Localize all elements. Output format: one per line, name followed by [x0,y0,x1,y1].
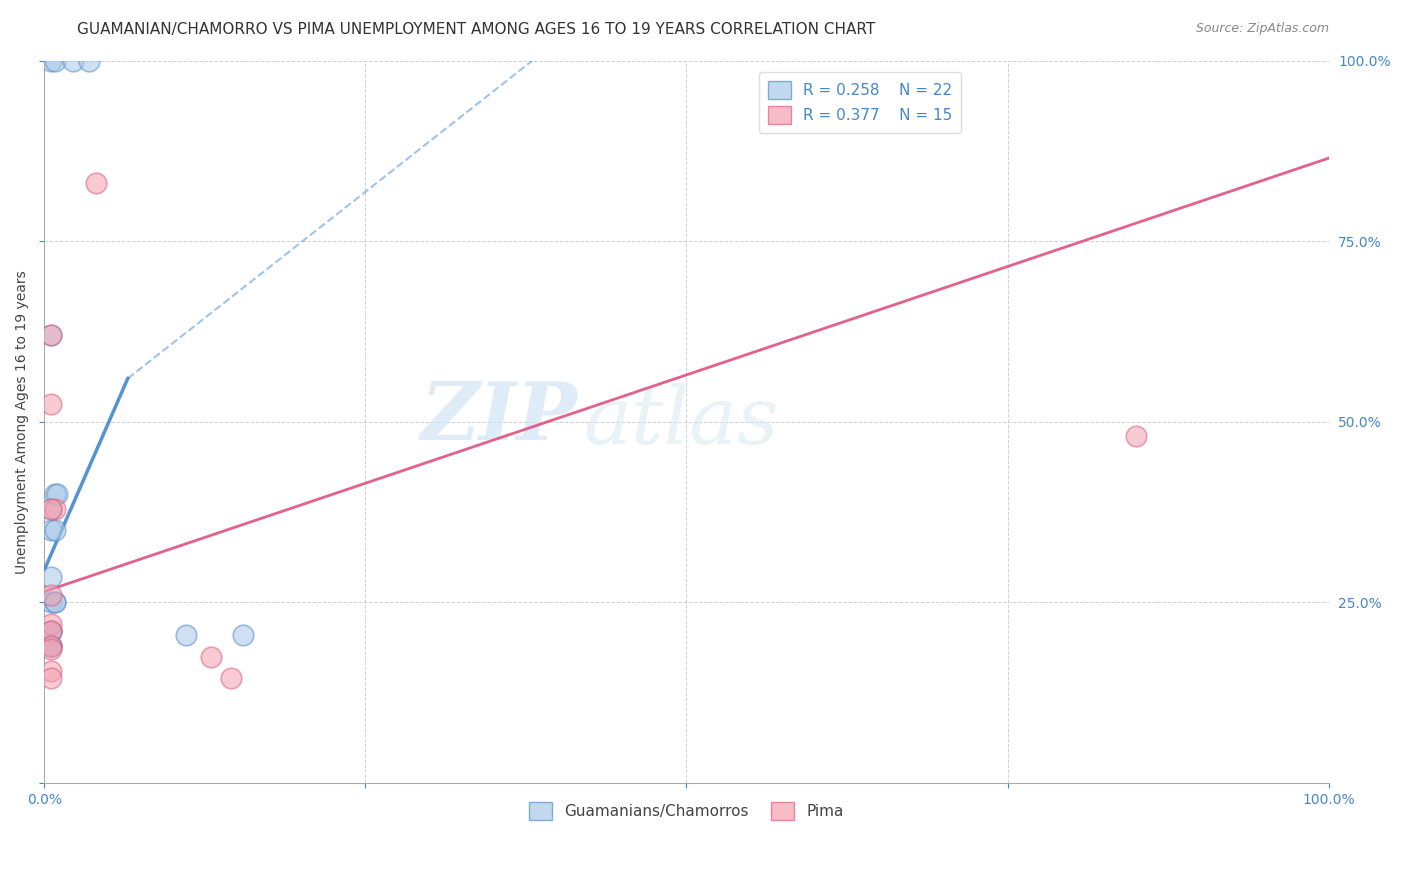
Point [44,523,66,537]
Legend: Guamanians/Chamorros, Pima: Guamanians/Chamorros, Pima [523,796,851,826]
Point [39,624,62,639]
Point [39,624,62,639]
Point [39,328,62,343]
Point [200,649,222,664]
Y-axis label: Unemployment Among Ages 16 to 19 years: Unemployment Among Ages 16 to 19 years [15,270,30,574]
Point [77,54,100,68]
Point [44,501,66,516]
Point [39,588,62,602]
Point [84,177,107,191]
Point [174,628,197,642]
Point [39,624,62,639]
Point [39,671,62,685]
Text: GUAMANIAN/CHAMORRO VS PIMA UNEMPLOYMENT AMONG AGES 16 TO 19 YEARS CORRELATION CH: GUAMANIAN/CHAMORRO VS PIMA UNEMPLOYMENT … [77,22,876,37]
Point [39,642,62,657]
Point [39,624,62,639]
Point [232,628,254,642]
Point [44,487,66,501]
Text: Source: ZipAtlas.com: Source: ZipAtlas.com [1195,22,1329,36]
Point [44,54,66,68]
Text: atlas: atlas [583,383,779,460]
Point [39,639,62,653]
Point [44,595,66,609]
Point [39,639,62,653]
Point [62,54,84,68]
Point [39,501,62,516]
Text: ZIP: ZIP [420,379,578,457]
Point [44,595,66,609]
Point [219,671,242,685]
Point [39,639,62,653]
Point [1125,429,1147,443]
Point [39,570,62,584]
Point [39,523,62,537]
Point [46,487,69,501]
Point [39,639,62,653]
Point [39,328,62,343]
Point [39,595,62,609]
Point [39,501,62,516]
Point [39,54,62,68]
Point [39,664,62,678]
Point [39,397,62,411]
Point [39,617,62,632]
